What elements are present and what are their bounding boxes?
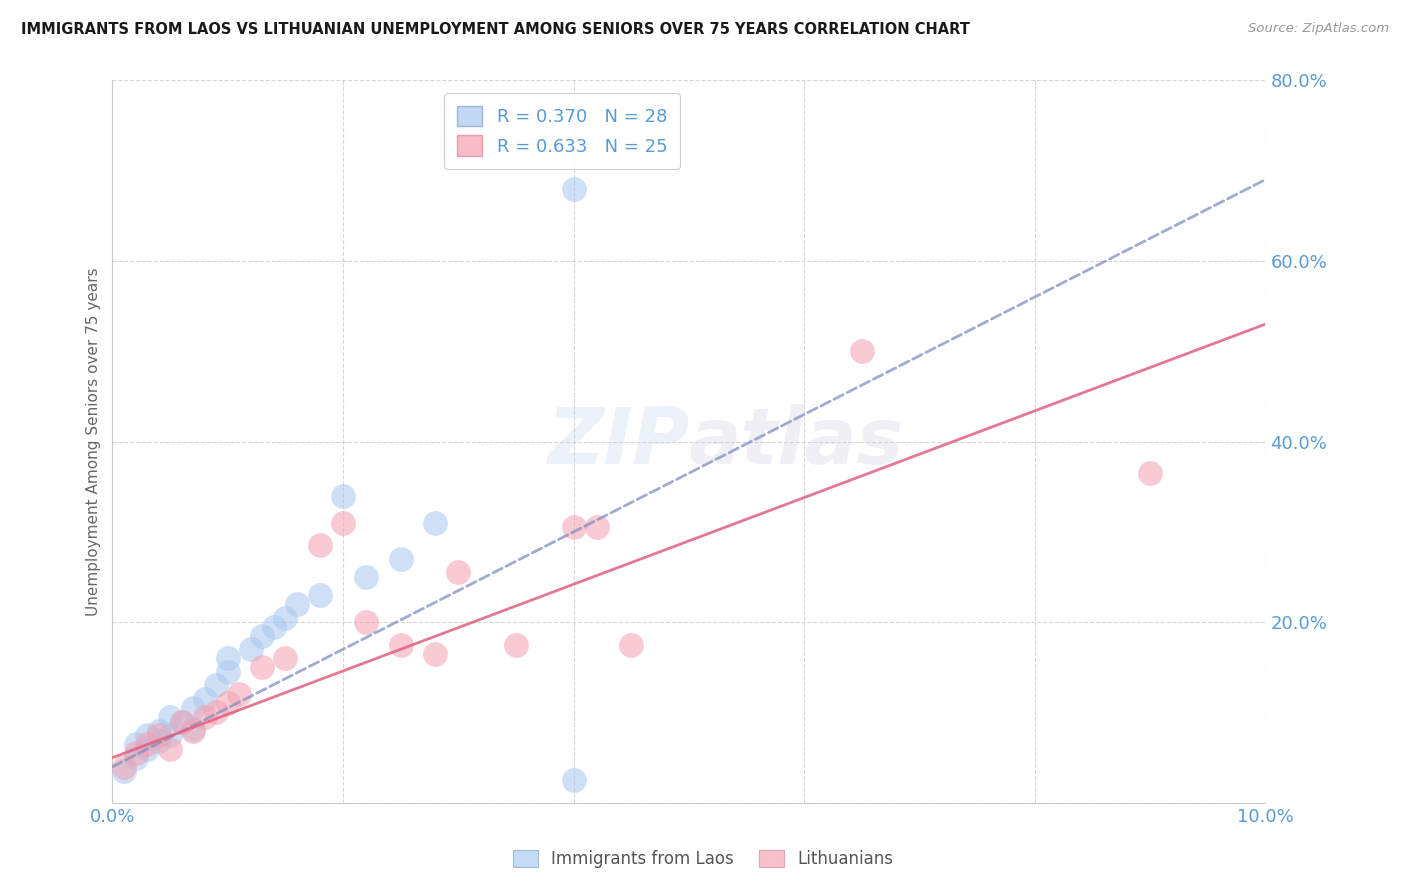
Point — [851, 344, 873, 359]
Point — [425, 647, 447, 661]
Point — [309, 538, 332, 552]
Point — [194, 710, 217, 724]
Point — [205, 706, 228, 720]
Point — [285, 597, 308, 611]
Point — [112, 760, 135, 774]
Point — [354, 615, 377, 630]
Point — [181, 723, 204, 738]
Point — [354, 570, 377, 584]
Point — [562, 773, 585, 788]
Legend: Immigrants from Laos, Lithuanians: Immigrants from Laos, Lithuanians — [506, 843, 900, 875]
Y-axis label: Unemployment Among Seniors over 75 years: Unemployment Among Seniors over 75 years — [86, 268, 101, 615]
Point — [217, 665, 239, 679]
Point — [181, 722, 204, 736]
Point — [148, 734, 170, 748]
Point — [252, 660, 274, 674]
Point — [274, 610, 297, 624]
Point — [205, 678, 228, 692]
Point — [136, 737, 159, 751]
Point — [217, 697, 239, 711]
Text: Source: ZipAtlas.com: Source: ZipAtlas.com — [1249, 22, 1389, 36]
Text: IMMIGRANTS FROM LAOS VS LITHUANIAN UNEMPLOYMENT AMONG SENIORS OVER 75 YEARS CORR: IMMIGRANTS FROM LAOS VS LITHUANIAN UNEMP… — [21, 22, 970, 37]
Point — [309, 588, 332, 602]
Text: atlas: atlas — [689, 403, 904, 480]
Point — [112, 764, 135, 779]
Point — [159, 741, 181, 756]
Point — [124, 746, 146, 760]
Point — [389, 552, 412, 566]
Point — [217, 651, 239, 665]
Point — [425, 516, 447, 530]
Point — [124, 737, 146, 751]
Point — [170, 714, 193, 729]
Point — [562, 520, 585, 534]
Point — [332, 489, 354, 503]
Point — [1139, 466, 1161, 480]
Point — [620, 638, 643, 652]
Point — [228, 687, 250, 701]
Point — [194, 692, 217, 706]
Point — [447, 566, 470, 580]
Point — [181, 701, 204, 715]
Point — [332, 516, 354, 530]
Point — [159, 710, 181, 724]
Text: ZIP: ZIP — [547, 403, 689, 480]
Legend: R = 0.370   N = 28, R = 0.633   N = 25: R = 0.370 N = 28, R = 0.633 N = 25 — [444, 93, 681, 169]
Point — [136, 728, 159, 742]
Point — [124, 750, 146, 764]
Point — [148, 723, 170, 738]
Point — [252, 629, 274, 643]
Point — [239, 642, 262, 657]
Point — [136, 741, 159, 756]
Point — [505, 638, 527, 652]
Point — [148, 728, 170, 742]
Point — [274, 651, 297, 665]
Point — [263, 620, 285, 634]
Point — [159, 728, 181, 742]
Point — [389, 638, 412, 652]
Point — [562, 182, 585, 196]
Point — [170, 714, 193, 729]
Point — [585, 520, 607, 534]
